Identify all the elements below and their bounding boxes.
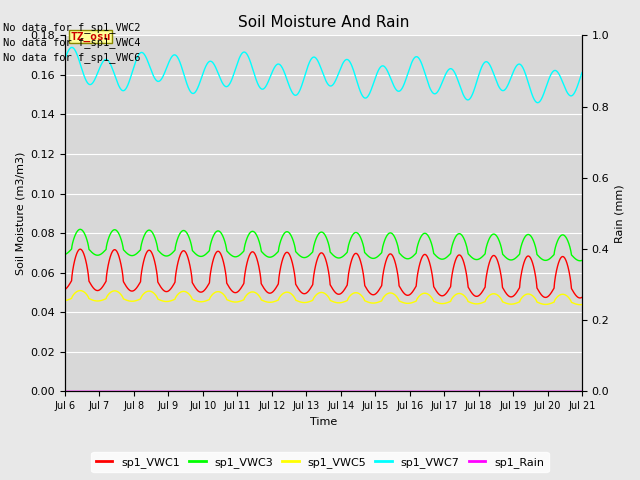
Legend: sp1_VWC1, sp1_VWC3, sp1_VWC5, sp1_VWC7, sp1_Rain: sp1_VWC1, sp1_VWC3, sp1_VWC5, sp1_VWC7, … (92, 452, 548, 472)
X-axis label: Time: Time (310, 417, 337, 427)
Y-axis label: Rain (mm): Rain (mm) (615, 184, 625, 243)
Text: TZ_osu: TZ_osu (70, 31, 111, 41)
Text: No data for f_sp1_VWC2: No data for f_sp1_VWC2 (3, 22, 141, 33)
Y-axis label: Soil Moisture (m3/m3): Soil Moisture (m3/m3) (15, 152, 25, 275)
Text: No data for f_sp1_VWC6: No data for f_sp1_VWC6 (3, 52, 141, 63)
Text: No data for f_sp1_VWC4: No data for f_sp1_VWC4 (3, 37, 141, 48)
Title: Soil Moisture And Rain: Soil Moisture And Rain (238, 15, 409, 30)
